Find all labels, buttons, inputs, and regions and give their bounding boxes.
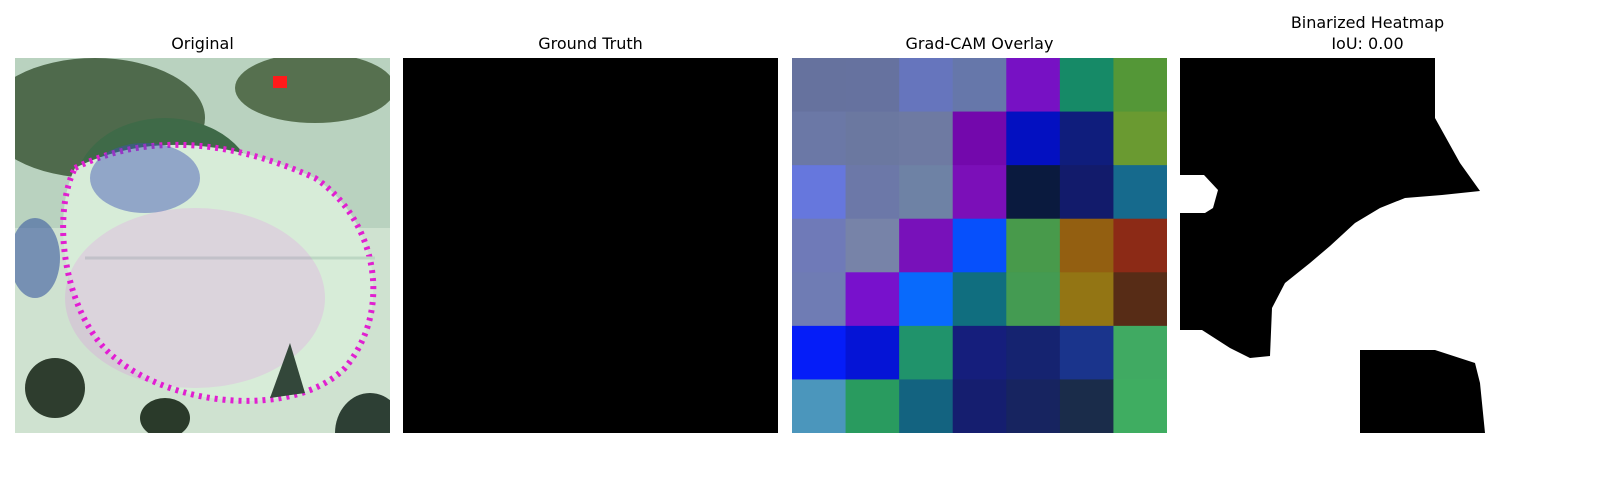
heatmap-cell-r6-c2 — [899, 379, 954, 433]
gradcam-title: Grad-CAM Overlay — [905, 34, 1054, 53]
dark-spot-triangle — [270, 343, 305, 398]
heatmap-cell-r5-c4 — [1006, 325, 1061, 380]
heatmap-cell-r4-c3 — [952, 272, 1007, 327]
heatmap-cell-r2-c3 — [952, 165, 1007, 220]
heatmap-cell-r4-c4 — [1006, 272, 1061, 327]
heatmap-cell-r2-c5 — [1059, 165, 1114, 220]
blue-speckle-region — [90, 143, 200, 213]
heatmap-cell-r6-c1 — [845, 379, 900, 433]
heatmap-cell-r2-c6 — [1113, 165, 1167, 220]
heatmap-cell-r0-c3 — [952, 58, 1007, 113]
heatmap-cell-r3-c5 — [1059, 218, 1114, 273]
heatmap-cell-r0-c0 — [792, 58, 847, 113]
main-leaf — [63, 144, 374, 401]
heatmap-cell-r5-c2 — [899, 325, 954, 380]
dark-spot-bottom-left — [25, 358, 85, 418]
binarized-title-text: Binarized Heatmap — [1290, 13, 1445, 32]
heatmap-cell-r3-c0 — [792, 218, 847, 273]
heatmap-cell-r0-c2 — [899, 58, 954, 113]
heatmap-cell-r5-c1 — [845, 325, 900, 380]
heatmap-cell-r1-c2 — [899, 111, 954, 166]
heatmap-cell-r0-c5 — [1059, 58, 1114, 113]
heatmap-cell-r3-c1 — [845, 218, 900, 273]
heatmap-cell-r4-c2 — [899, 272, 954, 327]
heatmap-cell-r1-c4 — [1006, 111, 1061, 166]
binarized-heatmap — [1180, 58, 1555, 433]
heatmap-cell-r0-c1 — [845, 58, 900, 113]
heatmap-cell-r6-c6 — [1113, 379, 1167, 433]
heatmap-cell-r1-c0 — [792, 111, 847, 166]
blue-left-edge — [15, 218, 60, 298]
heatmap-cell-r3-c2 — [899, 218, 954, 273]
gradcam-heatmap — [792, 58, 1167, 433]
iou-label: IoU: 0.00 — [1331, 34, 1404, 53]
dark-spot-bottom-right — [335, 393, 390, 433]
magenta-speckle-region — [65, 208, 325, 388]
heatmap-cell-r5-c5 — [1059, 325, 1114, 380]
ground-truth-fill — [403, 58, 778, 433]
heatmap-cell-r1-c1 — [845, 111, 900, 166]
heatmap-cell-r3-c3 — [952, 218, 1007, 273]
heatmap-cell-r1-c3 — [952, 111, 1007, 166]
heatmap-cell-r6-c4 — [1006, 379, 1061, 433]
binarized-title: Binarized Heatmap IoU: 0.00 — [1180, 12, 1555, 54]
heatmap-cell-r4-c1 — [845, 272, 900, 327]
heatmap-cell-r0-c4 — [1006, 58, 1061, 113]
heatmap-cell-r4-c5 — [1059, 272, 1114, 327]
heatmap-cell-r5-c3 — [952, 325, 1007, 380]
heatmap-cell-r1-c6 — [1113, 111, 1167, 166]
leaf-edge-speckle — [60, 141, 377, 404]
heatmap-cell-r2-c1 — [845, 165, 900, 220]
heatmap-cell-r6-c5 — [1059, 379, 1114, 433]
original-image-svg — [15, 58, 390, 433]
heatmap-cell-r3-c6 — [1113, 218, 1167, 273]
gradcam-overlay — [792, 58, 1167, 433]
binarized-white-region-left — [1180, 175, 1218, 213]
ground-truth-mask — [403, 58, 778, 433]
heatmap-cell-r5-c6 — [1113, 325, 1167, 380]
heatmap-cell-r4-c6 — [1113, 272, 1167, 327]
red-highlight — [273, 76, 287, 88]
ground-truth-svg — [403, 58, 778, 433]
heatmap-cell-r6-c0 — [792, 379, 847, 433]
ground-truth-title: Ground Truth — [538, 34, 643, 53]
heatmap-cell-r3-c4 — [1006, 218, 1061, 273]
heatmap-cell-r2-c2 — [899, 165, 954, 220]
heatmap-cell-r0-c6 — [1113, 58, 1167, 113]
binarized-svg — [1180, 58, 1555, 433]
heatmap-cell-r4-c0 — [792, 272, 847, 327]
heatmap-cell-r2-c4 — [1006, 165, 1061, 220]
heatmap-cell-r1-c5 — [1059, 111, 1114, 166]
original-title: Original — [171, 34, 234, 53]
original-image — [15, 58, 390, 433]
heatmap-cell-r6-c3 — [952, 379, 1007, 433]
heatmap-cell-r5-c0 — [792, 325, 847, 380]
dark-leaf-top-right — [235, 58, 390, 123]
binarized-white-region-right — [1180, 58, 1555, 433]
dark-spot-bottom — [140, 398, 190, 433]
heatmap-cell-r2-c0 — [792, 165, 847, 220]
